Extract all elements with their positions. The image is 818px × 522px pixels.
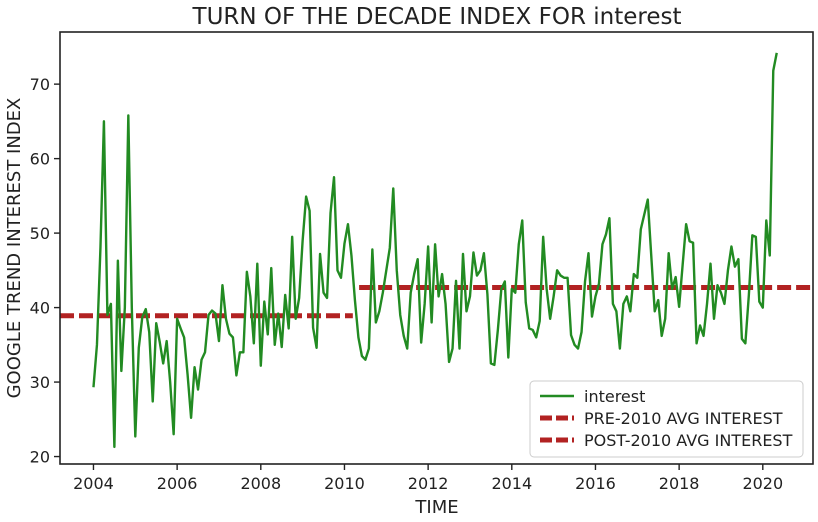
interest-series-line	[92, 52, 778, 449]
y-tick-label: 30	[30, 373, 50, 392]
x-tick-label: 2014	[491, 474, 532, 493]
series-layer	[60, 52, 813, 449]
x-axis-ticks: 2004 2006 2008 2010 2012 2014 2016 2018 2020	[73, 464, 783, 493]
legend-label-interest: interest	[584, 387, 645, 406]
legend-label-post-2010-avg: POST-2010 AVG INTEREST	[584, 431, 793, 450]
x-tick-label: 2018	[659, 474, 700, 493]
chart-title: TURN OF THE DECADE INDEX FOR interest	[192, 4, 682, 30]
plot-area	[59, 31, 814, 465]
y-axis-ticks: 20 30 40 50 60 70	[30, 75, 60, 467]
y-tick-label: 50	[30, 224, 50, 243]
legend: interest PRE-2010 AVG INTEREST POST-2010…	[529, 380, 804, 458]
x-tick-label: 2006	[157, 474, 198, 493]
y-tick-label: 20	[30, 448, 50, 467]
x-axis-label: TIME	[414, 497, 458, 518]
y-tick-label: 40	[30, 299, 50, 318]
legend-box	[529, 380, 804, 458]
x-tick-label: 2020	[742, 474, 783, 493]
legend-label-pre-2010-avg: PRE-2010 AVG INTEREST	[584, 409, 783, 428]
x-tick-label: 2008	[240, 474, 281, 493]
x-tick-label: 2010	[324, 474, 365, 493]
x-tick-label: 2016	[575, 474, 616, 493]
y-tick-label: 70	[30, 75, 50, 94]
y-axis-label: GOOGLE TREND INTEREST INDEX	[4, 98, 25, 399]
x-tick-label: 2012	[408, 474, 449, 493]
x-tick-label: 2004	[73, 474, 114, 493]
y-tick-label: 60	[30, 150, 50, 169]
plot-frame	[59, 31, 814, 465]
